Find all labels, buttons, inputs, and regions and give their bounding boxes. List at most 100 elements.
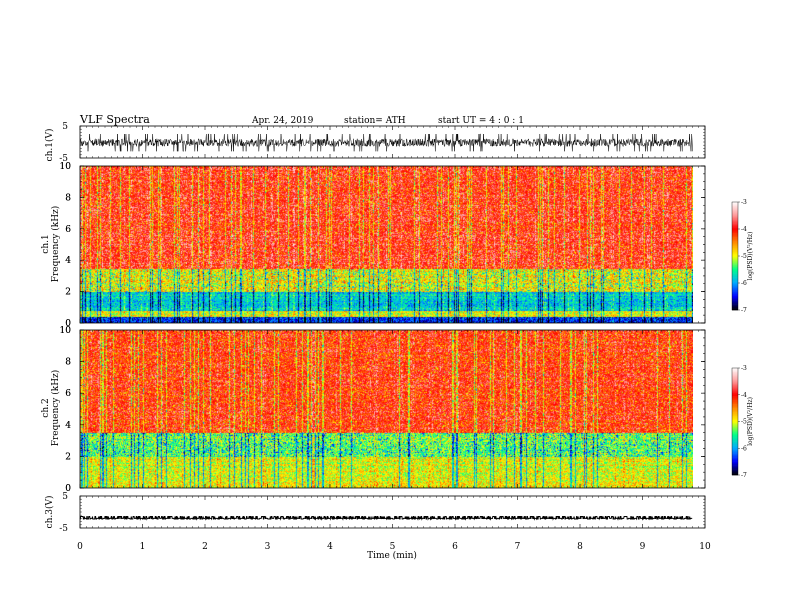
colorbar-tick-label: -3: [741, 365, 747, 372]
colorbar-segment: [732, 307, 738, 309]
ch2-spectrogram-ylabel-freq: Frequency (kHz): [50, 370, 61, 447]
colorbar-segment: [732, 215, 738, 218]
colorbar-segment: [732, 223, 738, 226]
colorbar-segment: [732, 296, 738, 299]
colorbar-segment: [732, 251, 738, 254]
colorbar-segment: [732, 301, 738, 304]
colorbar-segment: [732, 222, 738, 224]
y-tick-label: 10: [60, 162, 72, 172]
colorbar-segment: [732, 238, 738, 241]
colorbar-segment: [732, 420, 738, 422]
colorbar-segment: [732, 397, 738, 400]
colorbar-segment: [732, 402, 738, 405]
colorbar-segment: [732, 231, 738, 234]
colorbar-segment: [732, 389, 738, 392]
colorbar-segment: [732, 243, 738, 246]
colorbar-segment: [732, 376, 738, 378]
colorbar-segment: [732, 398, 738, 401]
colorbar-segment: [732, 458, 738, 461]
colorbar-segment: [732, 262, 738, 265]
colorbar-segment: [732, 432, 738, 434]
colorbar-segment: [732, 370, 738, 373]
colorbar-segment: [732, 414, 738, 417]
colorbar-tick-label: -7: [741, 307, 747, 314]
colorbar-segment: [732, 250, 738, 253]
colorbar-segment: [732, 460, 738, 462]
start-time-label: start UT = 4 : 0 : 1: [438, 116, 524, 126]
ch2-spectrogram-ylabel-channel: ch.2: [41, 398, 51, 417]
colorbar-segment: [732, 417, 738, 420]
colorbar-segment: [732, 401, 738, 404]
colorbar-segment: [732, 396, 738, 398]
ch1-spectrogram-heatmap: [80, 166, 693, 323]
colorbar-segment: [732, 276, 738, 278]
colorbar-segment: [732, 285, 738, 288]
colorbar-segment: [732, 436, 738, 438]
colorbar-segment: [732, 410, 738, 413]
ch3-waveform-frame: [79, 495, 706, 529]
colorbar-segment: [732, 260, 738, 262]
colorbar-segment: [732, 293, 738, 296]
ch2-spectrogram-heatmap: [80, 330, 693, 488]
colorbar-segment: [732, 457, 738, 460]
figure-title: VLF Spectra: [79, 113, 150, 126]
colorbar-segment: [732, 442, 738, 445]
colorbar-segment: [732, 242, 738, 245]
x-tick-label: 8: [577, 542, 583, 552]
colorbar-label: log(PSD)(V²/Hz): [747, 232, 754, 281]
colorbar-segment: [732, 468, 738, 470]
colorbar-segment: [732, 472, 738, 474]
colorbar-segment: [732, 368, 738, 370]
ch1-spectrogram-ylabel-channel: ch.1: [41, 234, 51, 253]
colorbar-segment: [732, 235, 738, 238]
colorbar-segment: [732, 408, 738, 410]
colorbar-segment: [732, 429, 738, 432]
colorbar-segment: [732, 444, 738, 446]
colorbar-segment: [732, 446, 738, 449]
colorbar-segment: [732, 372, 738, 374]
colorbar-segment: [732, 413, 738, 416]
ch1-spectrogram-ylabel-freq: Frequency (kHz): [50, 206, 61, 283]
ch2-colorbar: -3 -4 -5 -6 -7 log(PSD)(V²/Hz): [731, 365, 754, 479]
colorbar-segment: [732, 434, 738, 437]
colorbar-segment: [732, 464, 738, 466]
y-tick-label: -5: [59, 524, 68, 534]
ch1-waveform-panel: 5 -5: [59, 122, 706, 164]
colorbar-segment: [732, 374, 738, 377]
x-tick-label: 2: [202, 542, 208, 552]
colorbar-segment: [732, 386, 738, 389]
colorbar-segment: [732, 207, 738, 210]
y-tick-label: 6: [65, 225, 71, 235]
x-axis-label: Time (min): [367, 550, 417, 561]
colorbar-segment: [732, 287, 738, 289]
colorbar-segment: [732, 258, 738, 261]
y-tick-label: 5: [62, 492, 68, 502]
colorbar-segment: [732, 433, 738, 436]
colorbar-segment: [732, 239, 738, 242]
y-tick-label: 10: [60, 326, 72, 336]
colorbar-segment: [732, 449, 738, 452]
colorbar-segment: [732, 416, 738, 418]
colorbar-segment: [732, 206, 738, 208]
colorbar-segment: [732, 448, 738, 450]
colorbar-segment: [732, 406, 738, 409]
colorbar-segment: [732, 373, 738, 375]
colorbar-segment: [732, 461, 738, 464]
x-tick-label: 10: [699, 542, 711, 552]
y-tick-label: 6: [65, 225, 71, 235]
station-label: station= ATH: [344, 116, 406, 126]
colorbar-segment: [732, 303, 738, 305]
colorbar-segment: [732, 224, 738, 227]
colorbar-segment: [732, 453, 738, 456]
colorbar-segment: [732, 249, 738, 251]
colorbar-segment: [732, 404, 738, 406]
colorbar-segment: [732, 412, 738, 414]
colorbar-segment: [732, 465, 738, 468]
ch1-waveform-frame: [79, 125, 706, 159]
colorbar-segment: [732, 405, 738, 408]
colorbar-segment: [732, 297, 738, 300]
colorbar-segment: [732, 441, 738, 444]
y-tick-label: 5: [62, 122, 68, 132]
x-tick-label: 0: [77, 542, 83, 552]
